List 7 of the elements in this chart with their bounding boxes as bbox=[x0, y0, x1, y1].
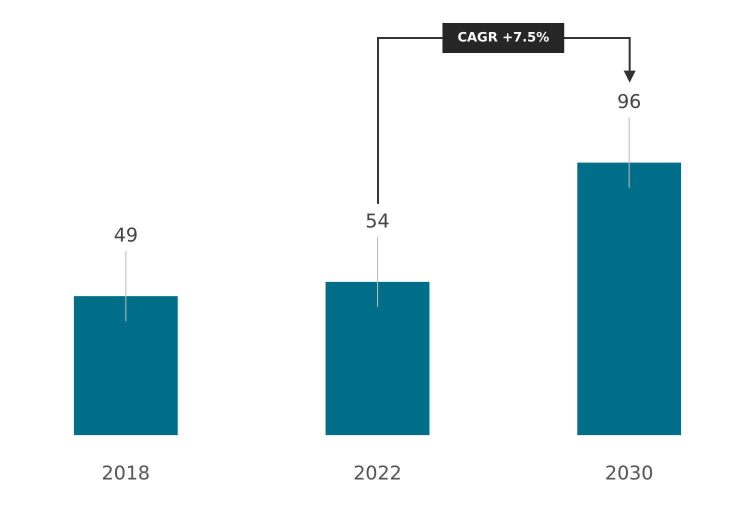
data-label: 49 bbox=[114, 224, 138, 247]
x-tick-label: 2030 bbox=[604, 462, 654, 485]
data-label: 96 bbox=[617, 91, 642, 114]
data-label: 54 bbox=[365, 210, 390, 232]
x-tick-label: 2018 bbox=[102, 462, 150, 485]
x-tick-label: 2022 bbox=[353, 462, 402, 485]
text: CAGR +7.5% bbox=[457, 30, 550, 46]
